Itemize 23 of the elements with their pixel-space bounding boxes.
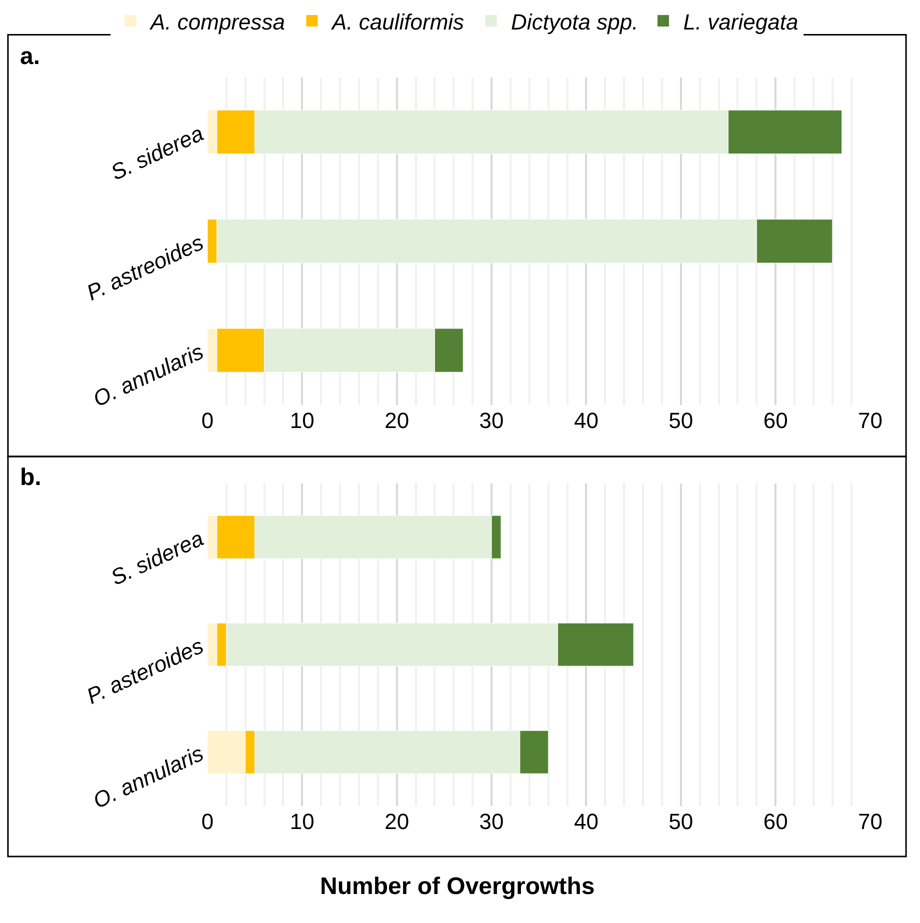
legend-label: A. cauliformis [330,9,464,34]
legend-label: A. compressa [148,9,285,34]
x-tick-label: 30 [479,808,504,834]
x-tick-label: 40 [574,408,598,433]
x-tick-label: 20 [384,808,410,834]
x-tick-label: 10 [290,808,314,834]
x-tick-label: 0 [201,408,214,433]
x-tick-label: 20 [384,408,410,433]
x-tick-label: 60 [763,808,788,834]
x-tick-label: 70 [858,408,882,433]
x-tick-label: 10 [290,408,314,433]
x-tick-label: 70 [858,808,882,834]
x-tick-label: 40 [574,808,598,834]
x-tick-label: 50 [668,408,694,433]
legend-label: L. variegata [683,9,798,34]
x-tick-label: 50 [668,808,694,834]
text: a. [20,43,40,70]
x-tick-label: 0 [201,808,214,834]
x-axis-title: Number of Overgrowths [320,873,595,900]
text: b. [20,464,42,491]
legend-label: Dictyota spp. [511,9,638,34]
x-tick-label: 30 [479,408,504,433]
x-tick-label: 60 [763,408,788,433]
